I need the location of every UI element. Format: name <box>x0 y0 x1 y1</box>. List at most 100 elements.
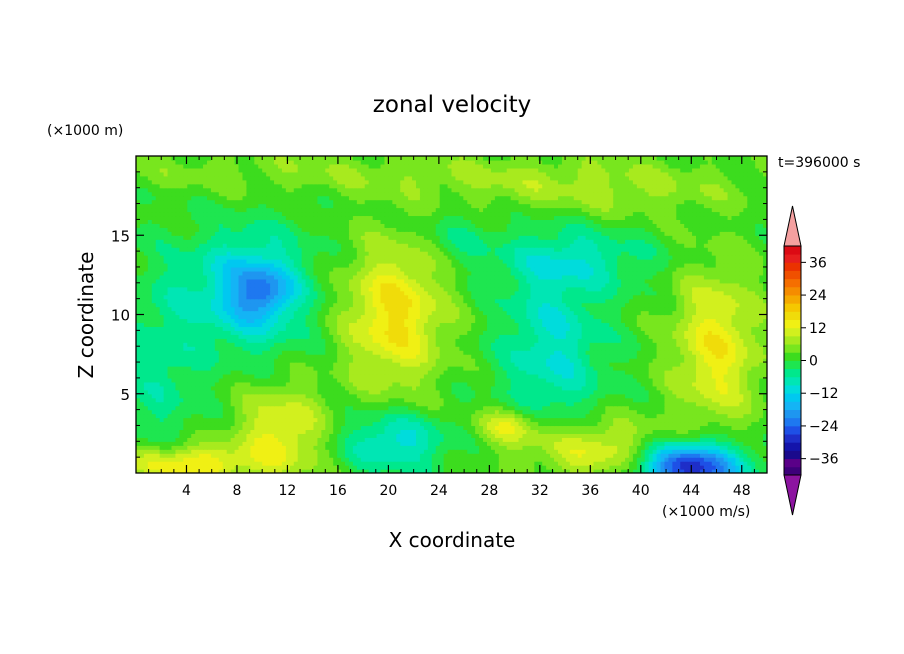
contour-cell <box>183 346 188 351</box>
contour-cell <box>632 385 638 391</box>
contour-cell <box>321 421 326 427</box>
contour-cell <box>305 433 311 438</box>
contour-cell <box>396 417 401 423</box>
contour-cell <box>372 453 378 458</box>
contour-cell <box>699 421 705 427</box>
contour-cell <box>498 413 504 419</box>
contour-cell <box>617 369 622 375</box>
contour-cell <box>632 441 638 446</box>
contour-cell <box>526 366 531 371</box>
contour-cell <box>715 441 721 446</box>
contour-cell <box>755 393 760 399</box>
contour-cell <box>203 453 208 458</box>
contour-cell <box>210 397 216 403</box>
contour-cell <box>577 354 583 359</box>
contour-cell <box>388 358 393 363</box>
contour-cell <box>285 397 291 403</box>
contour-cell <box>250 369 255 375</box>
contour-cell <box>601 469 606 473</box>
contour-cell <box>711 417 717 423</box>
contour-cell <box>222 461 228 466</box>
contour-cell <box>372 425 378 431</box>
contour-cell <box>352 453 358 458</box>
contour-cell <box>333 354 338 359</box>
contour-cell <box>183 461 188 466</box>
contour-cell <box>352 413 358 419</box>
contour-cell <box>609 425 614 431</box>
contour-cell <box>672 373 677 379</box>
contour-cell <box>348 457 354 462</box>
contour-cell <box>479 405 484 411</box>
contour-cell <box>585 445 591 450</box>
contour-cell <box>542 369 547 375</box>
contour-cell <box>384 409 389 415</box>
contour-cell <box>412 461 417 466</box>
contour-cell <box>636 409 642 415</box>
contour-cell <box>739 385 744 391</box>
contour-cell <box>573 381 579 387</box>
contour-cell <box>443 369 449 375</box>
contour-cell <box>388 421 393 427</box>
contour-cell <box>632 469 638 473</box>
contour-cell <box>187 421 192 427</box>
contour-cell <box>368 421 374 427</box>
contour-cell <box>577 441 583 446</box>
contour-cell <box>203 413 208 419</box>
contour-cell <box>270 385 275 391</box>
contour-cell <box>451 405 457 411</box>
contour-cell <box>266 401 271 407</box>
contour-cell <box>372 350 378 355</box>
contour-cell <box>242 346 248 351</box>
contour-cell <box>593 457 599 462</box>
contour-cell <box>364 413 370 419</box>
contour-cell <box>621 425 626 431</box>
contour-cell <box>325 385 330 391</box>
contour-cell <box>234 385 240 391</box>
contour-cell <box>266 350 271 355</box>
contour-cell <box>183 417 188 423</box>
contour-cell <box>557 457 563 462</box>
contour-cell <box>309 358 315 363</box>
contour-cell <box>210 389 216 395</box>
contour-cell <box>747 417 752 423</box>
contour-cell <box>573 377 579 383</box>
contour-cell <box>392 389 397 395</box>
contour-cell <box>585 369 591 375</box>
contour-cell <box>431 362 437 367</box>
contour-cell <box>479 401 484 407</box>
contour-cell <box>396 441 401 446</box>
contour-cell <box>242 377 248 383</box>
contour-cell <box>692 373 697 379</box>
contour-cell <box>234 461 240 466</box>
contour-cell <box>360 465 366 470</box>
contour-cell <box>171 445 177 450</box>
contour-cell <box>672 377 677 383</box>
contour-cell <box>234 457 240 462</box>
contour-cell <box>163 389 169 395</box>
contour-cell <box>644 366 650 371</box>
contour-cell <box>167 449 173 454</box>
contour-cell <box>171 362 177 367</box>
contour-cell <box>581 354 587 359</box>
contour-cell <box>483 381 488 387</box>
contour-cell <box>447 429 453 434</box>
contour-cell <box>341 381 346 387</box>
contour-cell <box>333 469 338 473</box>
contour-cell <box>199 433 204 438</box>
contour-cell <box>289 469 295 473</box>
contour-cell <box>226 469 232 473</box>
contour-cell <box>656 445 662 450</box>
contour-cell <box>333 362 338 367</box>
contour-cell <box>435 457 441 462</box>
contour-cell <box>699 362 705 367</box>
contour-cell <box>258 437 263 442</box>
contour-cell <box>483 461 488 466</box>
contour-cell <box>597 457 602 462</box>
contour-cell <box>676 381 681 387</box>
contour-cell <box>191 409 196 415</box>
contour-cell <box>636 401 642 407</box>
contour-cell <box>676 409 681 415</box>
contour-cell <box>617 429 622 434</box>
contour-cell <box>289 373 295 379</box>
contour-cell <box>652 465 658 470</box>
